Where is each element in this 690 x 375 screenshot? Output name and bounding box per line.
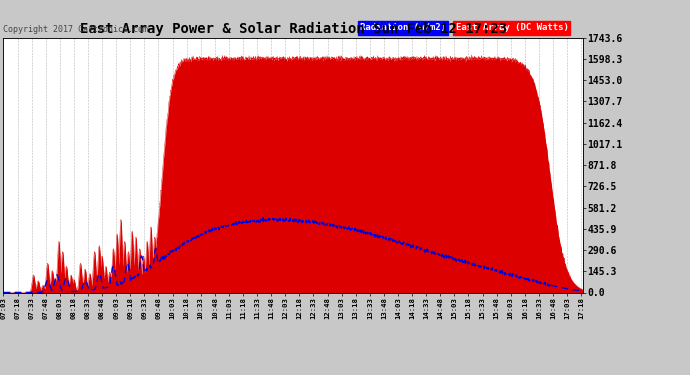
Text: Copyright 2017 Cartronics.com: Copyright 2017 Cartronics.com [3,25,148,34]
Text: East Array (DC Watts): East Array (DC Watts) [455,24,569,33]
Title: East Array Power & Solar Radiation Sun Feb 12 17:23: East Array Power & Solar Radiation Sun F… [79,22,507,36]
Text: Radiation (w/m2): Radiation (w/m2) [360,24,446,33]
